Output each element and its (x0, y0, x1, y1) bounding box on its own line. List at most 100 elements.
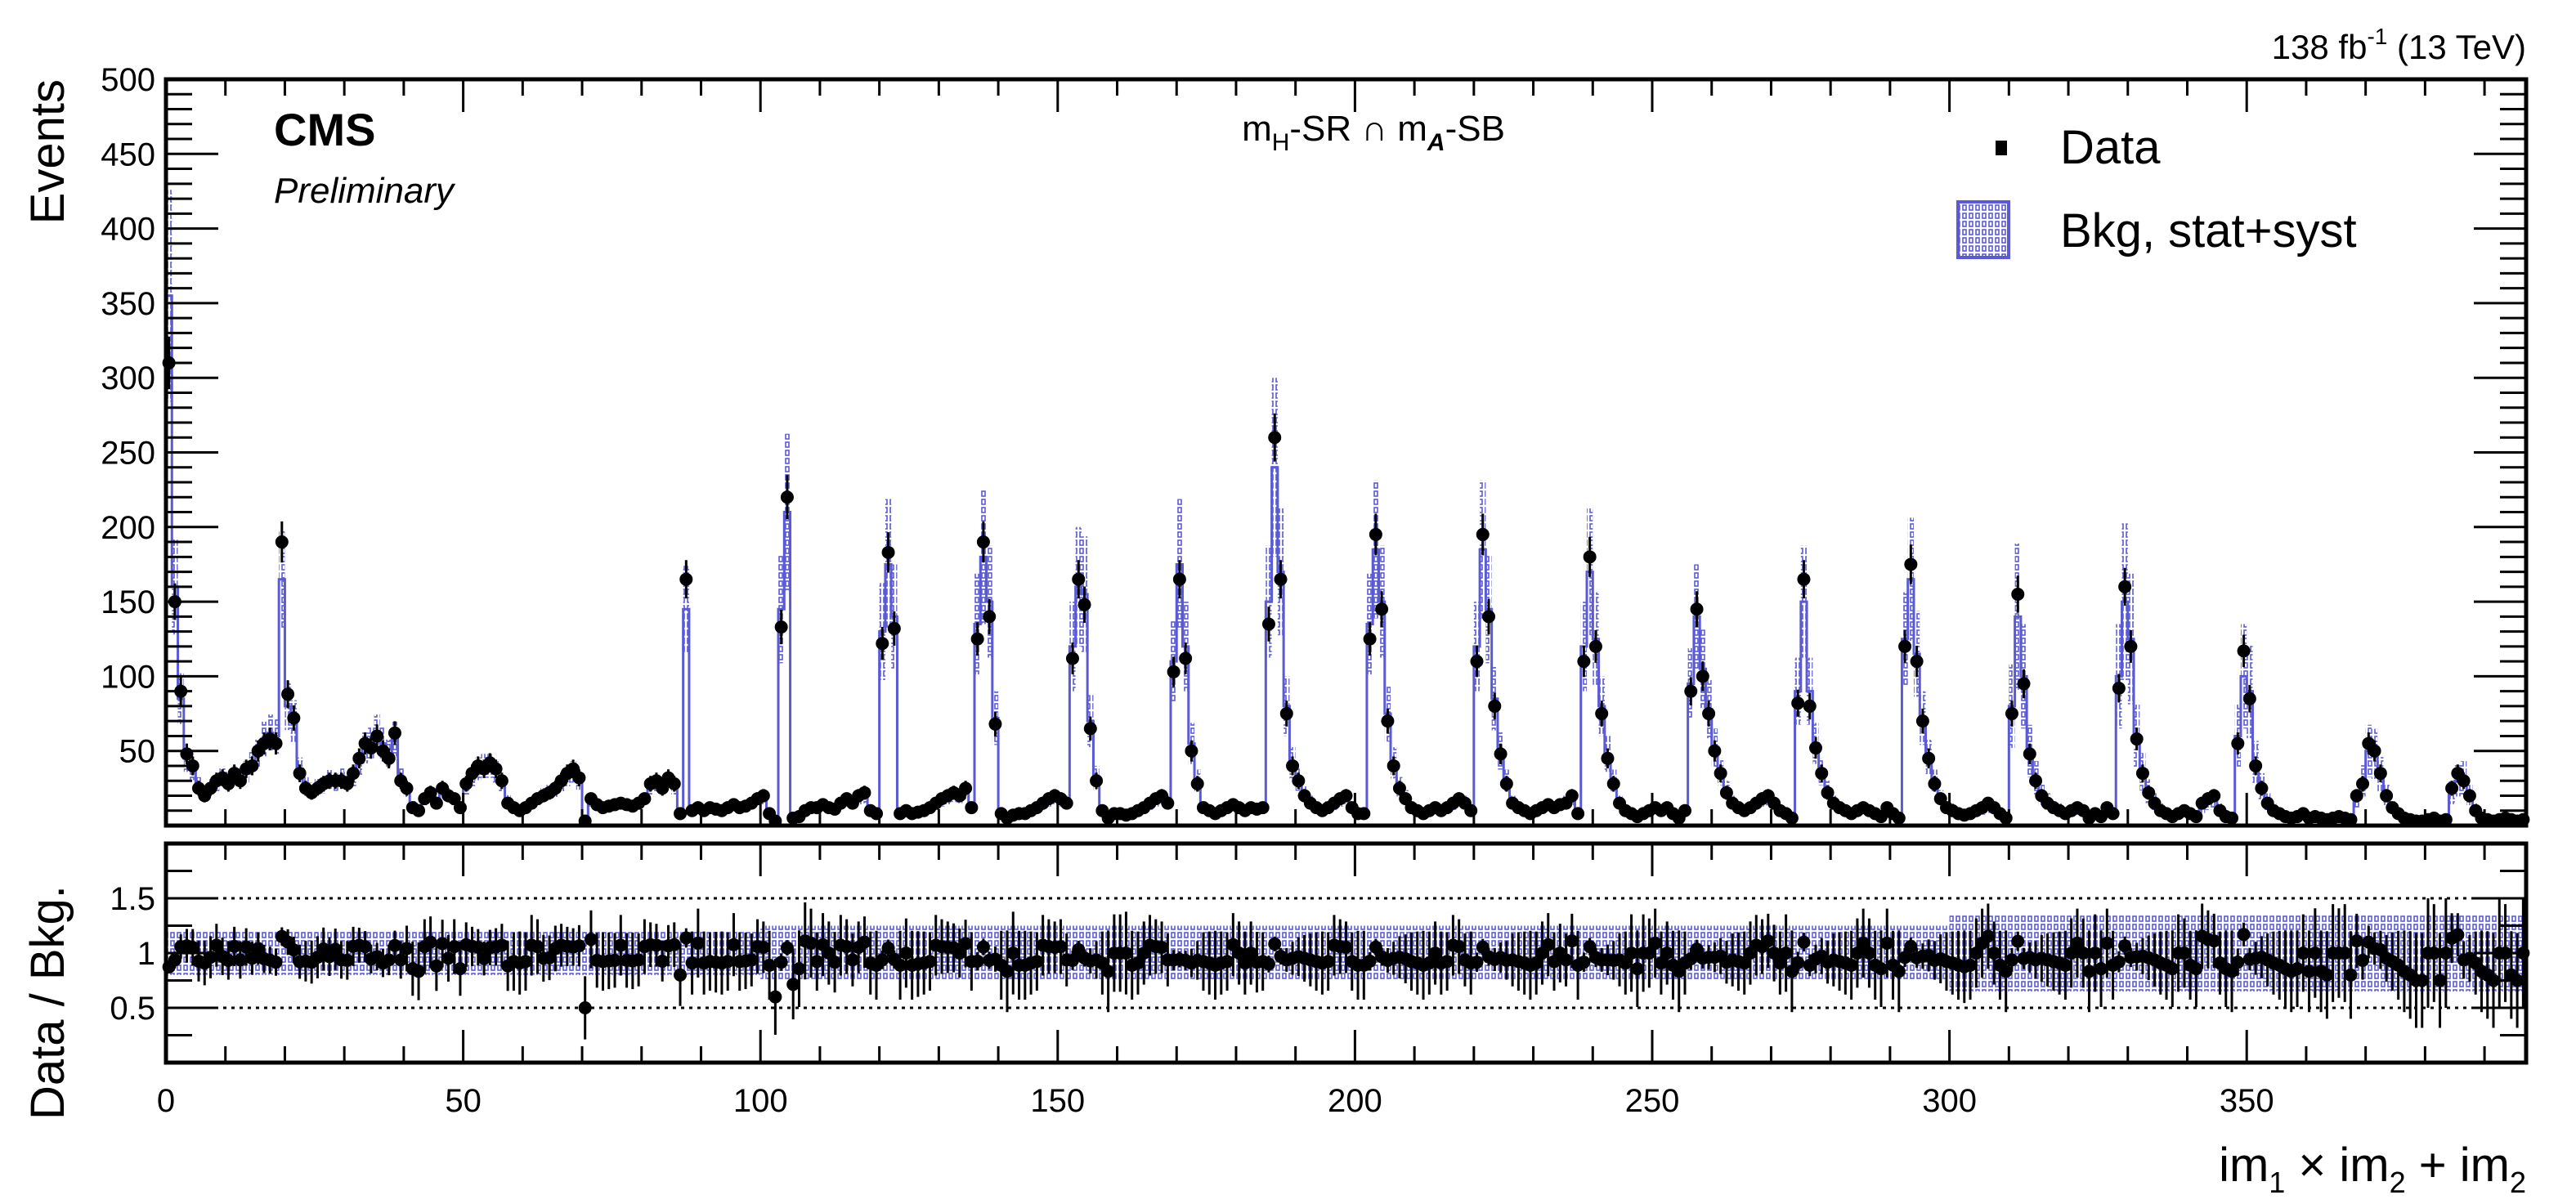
ratio-point (679, 931, 693, 945)
data-point (959, 781, 973, 795)
data-point (2130, 732, 2144, 746)
ratio-point (1844, 958, 1858, 972)
data-point (1274, 572, 1288, 586)
data-point (2207, 789, 2221, 803)
data-point (572, 771, 586, 785)
ratio-point (329, 942, 343, 956)
data-point (1583, 550, 1597, 564)
data-point (429, 796, 443, 810)
ratio-point (531, 940, 544, 954)
ratio-point (1101, 965, 1115, 978)
data-point (858, 786, 871, 799)
ratio-point (2237, 928, 2251, 942)
data-point (1392, 781, 1406, 795)
lumi-label: 138 fb-1 (13 TeV) (2272, 24, 2526, 66)
data-point (1678, 803, 1692, 817)
data-point (1815, 767, 1829, 781)
data-point (2350, 789, 2363, 803)
ratio-point (2415, 973, 2429, 987)
x-tick-label: 100 (733, 1083, 788, 1119)
ratio-point (780, 941, 794, 955)
ratio-point (1892, 965, 1906, 978)
data-point (388, 726, 401, 740)
ratio-point (632, 953, 646, 967)
x-tick-label: 150 (1030, 1083, 1085, 1119)
ratio-point (2427, 947, 2441, 960)
ratio-band-bin (1807, 925, 1813, 981)
ratio-point (1000, 965, 1014, 978)
ratio-point (1541, 938, 1555, 951)
data-point (281, 687, 295, 701)
data-point (667, 777, 681, 790)
data-point (1261, 617, 1275, 631)
data-point (2344, 812, 2358, 826)
data-point (1072, 572, 1086, 586)
ratio-point (287, 943, 301, 957)
ratio-point (2350, 934, 2363, 948)
ratio-point (1452, 940, 1466, 954)
data-point (1714, 767, 1727, 781)
ratio-point (1119, 947, 1133, 960)
ratio-point (441, 951, 455, 965)
ratio-point (1654, 956, 1668, 970)
ratio-point (495, 938, 508, 952)
ratio-point (894, 958, 907, 972)
data-point (2017, 677, 2031, 691)
data-point (1279, 707, 1293, 721)
ratio-point (1791, 956, 1805, 969)
data-point (287, 711, 301, 725)
ratio-point (233, 953, 247, 967)
ratio-point (1369, 940, 1382, 954)
ratio-point (1904, 939, 1918, 953)
ratio-point (388, 938, 401, 952)
data-point (2005, 707, 2018, 721)
ratio-point (976, 940, 990, 954)
data-point (2457, 774, 2471, 788)
ratio-point (952, 947, 966, 960)
data-point (1928, 777, 1942, 790)
data-point (1387, 759, 1400, 772)
data-point (370, 729, 384, 743)
ratio-point (186, 940, 199, 954)
data-point (1588, 639, 1602, 653)
ratio-tick-label: 1.5 (110, 881, 155, 917)
data-point (1339, 789, 1353, 803)
ratio-band-bin (2240, 915, 2247, 991)
ratio-band-bin (279, 931, 285, 975)
ratio-point (2487, 973, 2501, 987)
ratio-band-bin (1271, 925, 1278, 981)
ratio-point (1565, 934, 1579, 948)
data-point (1363, 632, 1377, 646)
x-tick-label: 300 (1922, 1083, 1977, 1119)
data-point (1488, 699, 1502, 713)
data-point (1797, 572, 1811, 586)
ratio-point (1779, 947, 1793, 960)
data-point (382, 751, 396, 765)
legend-data-label: Data (2060, 121, 2161, 174)
data-point (352, 751, 366, 765)
data-point (340, 777, 354, 790)
ratio-point (2112, 955, 2126, 969)
ratio-point (1642, 947, 1656, 960)
ratio-point (1363, 954, 1377, 968)
status-label: Preliminary (274, 171, 456, 211)
data-point (674, 807, 688, 821)
data-point (364, 741, 378, 755)
data-point (679, 572, 693, 586)
ratio-point (685, 956, 699, 970)
data-point (1185, 744, 1198, 758)
data-point (1791, 696, 1805, 710)
ratio-point (1476, 940, 1490, 954)
data-point (774, 620, 788, 634)
ratio-points (162, 898, 2530, 1040)
ratio-point (649, 938, 663, 952)
y-tick-label: 300 (101, 360, 155, 396)
data-point (2029, 774, 2043, 788)
data-point (1719, 786, 1733, 799)
data-point (1060, 796, 1073, 810)
data-point (2225, 811, 2239, 825)
ratio-point (340, 953, 354, 967)
data-point (1357, 807, 1371, 821)
ratio-band-bin (772, 925, 779, 981)
ratio-point (227, 939, 241, 953)
